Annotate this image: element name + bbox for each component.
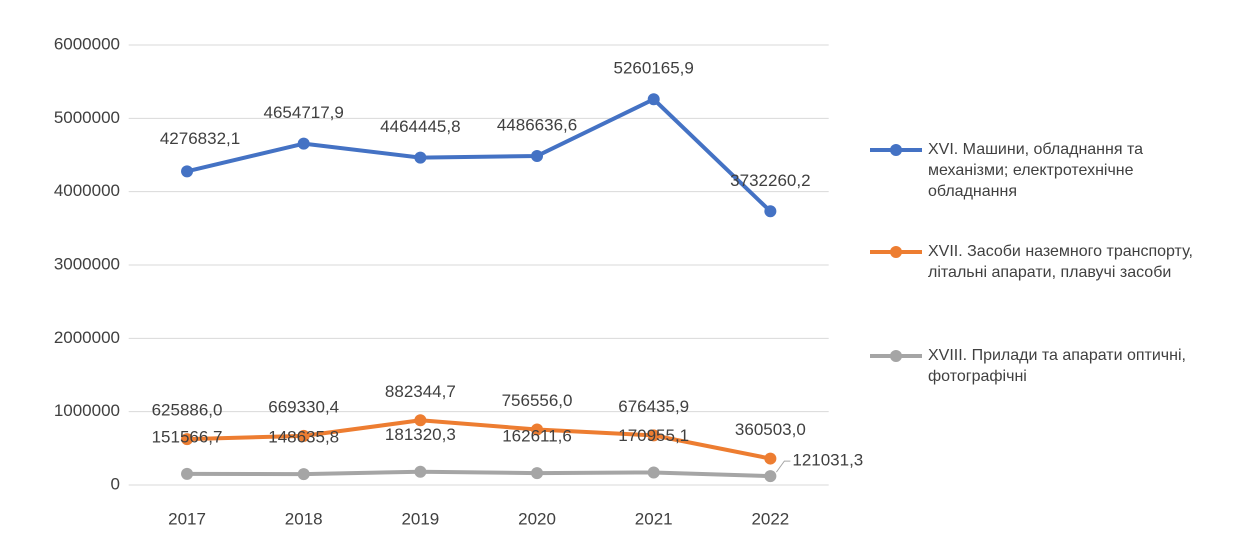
data-label: 162611,6 — [502, 427, 572, 446]
data-label: 148635,8 — [268, 428, 339, 447]
data-label: 4276832,1 — [160, 129, 240, 148]
y-tick-label: 1000000 — [54, 401, 120, 420]
series-line — [186, 97, 772, 213]
point — [764, 470, 777, 483]
point — [764, 205, 777, 218]
y-tick-label: 2000000 — [54, 328, 120, 347]
x-tick-label: 2022 — [751, 509, 789, 528]
legend-label: XVI. Машини, обладнання та механізми; ел… — [928, 141, 1143, 200]
data-label: 121031,3 — [792, 451, 863, 470]
point — [297, 429, 310, 442]
legend-label: XVIII. Прилади та апарати оптичні, фотог… — [928, 347, 1186, 385]
point — [414, 465, 427, 478]
leader-line — [775, 460, 791, 473]
point — [297, 137, 310, 150]
point — [647, 429, 660, 442]
series-line — [187, 469, 771, 479]
data-label: 4486636,6 — [497, 115, 577, 134]
x-tick-label: 2019 — [401, 509, 439, 528]
point — [181, 165, 194, 178]
data-label: 669330,4 — [268, 397, 339, 416]
data-label: 4464445,8 — [380, 117, 460, 136]
data-label: 676435,9 — [618, 397, 689, 416]
point — [647, 93, 660, 106]
y-tick-label: 0 — [111, 474, 120, 493]
point — [414, 414, 427, 427]
data-label: 360503,0 — [735, 420, 806, 439]
point — [531, 423, 544, 436]
point — [764, 452, 777, 465]
data-label: 170955,1 — [618, 426, 689, 445]
point — [531, 467, 544, 480]
data-label: 151566,7 — [152, 427, 223, 446]
x-tick-label: 2018 — [285, 509, 323, 528]
data-label: 882344,7 — [385, 382, 456, 401]
y-tick-label: 3000000 — [54, 254, 120, 273]
legend-marker — [890, 246, 902, 258]
x-tick-label: 2017 — [168, 509, 206, 528]
y-tick-label: 4000000 — [54, 181, 120, 200]
legend-marker — [890, 350, 902, 362]
point — [181, 467, 194, 480]
x-tick-label: 2020 — [518, 509, 556, 528]
data-label: 756556,0 — [502, 391, 573, 410]
point — [414, 151, 427, 164]
point — [297, 468, 310, 481]
legend-label: XVII. Засоби наземного транспорту, літал… — [928, 243, 1193, 281]
data-label: 5260165,9 — [614, 59, 694, 78]
y-tick-label: 5000000 — [54, 108, 120, 127]
point — [531, 149, 544, 162]
point — [181, 433, 194, 446]
data-label: 625886,0 — [152, 401, 223, 420]
point — [647, 466, 660, 479]
data-label: 181320,3 — [385, 425, 456, 444]
data-label: 4654717,9 — [264, 103, 344, 122]
legend-marker — [890, 144, 902, 156]
series-line — [186, 418, 771, 461]
x-tick-label: 2021 — [635, 509, 673, 528]
data-label: 3732260,2 — [730, 171, 810, 190]
y-tick-label: 6000000 — [54, 34, 120, 53]
